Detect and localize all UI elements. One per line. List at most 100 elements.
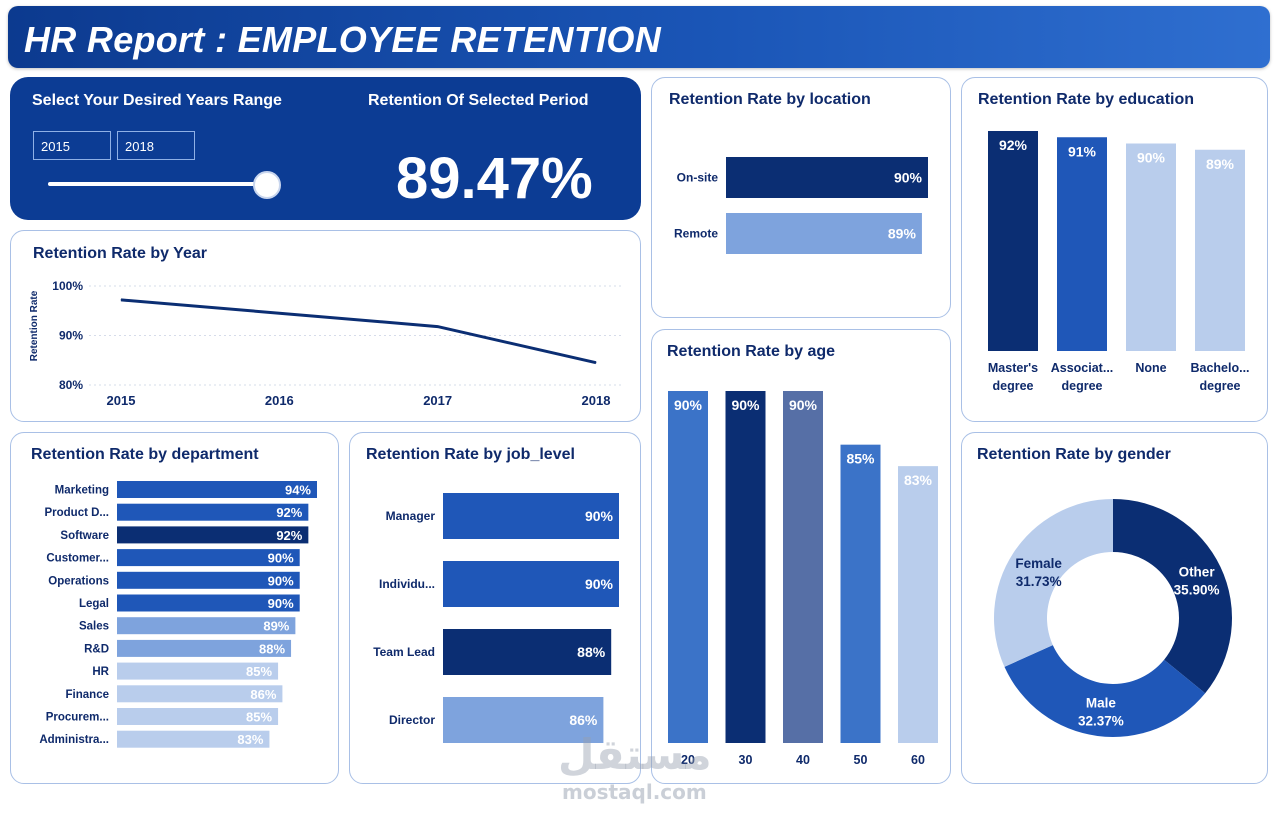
report-header: HR Report : EMPLOYEE RETENTION	[8, 6, 1270, 68]
years-range-slider[interactable]	[48, 182, 270, 186]
age-value-label: 90%	[731, 397, 760, 413]
job-level-bar	[443, 629, 612, 675]
job-level-value-label: 90%	[585, 508, 614, 524]
department-bar	[117, 662, 279, 680]
education-value-label: 90%	[1137, 150, 1166, 166]
slider-handle[interactable]	[253, 171, 281, 199]
card-location: Retention Rate by location On-site 90% Rem…	[651, 77, 951, 318]
year-ytick: 90%	[59, 329, 83, 343]
education-bar	[1126, 143, 1176, 351]
department-bar	[117, 571, 300, 589]
age-value-label: 90%	[674, 397, 703, 413]
gender-chart-title: Retention Rate by gender	[977, 446, 1171, 463]
gender-value-label: 31.73%	[1016, 574, 1062, 589]
age-bar	[840, 444, 881, 743]
year-xtick: 2015	[107, 393, 136, 408]
department-bar	[117, 639, 292, 657]
department-value-label: 86%	[250, 687, 276, 702]
department-bar	[117, 594, 300, 612]
card-education: Retention Rate by education 92% Master's d…	[961, 77, 1268, 422]
department-category-label: Software	[60, 530, 109, 542]
age-value-label: 83%	[904, 472, 933, 488]
department-bar	[117, 481, 317, 498]
gender-category-label: Other	[1179, 564, 1216, 579]
location-bar	[726, 213, 922, 254]
department-category-label: Legal	[79, 598, 109, 610]
department-value-label: 85%	[246, 664, 272, 679]
job-level-bar	[443, 493, 619, 539]
kpi-value: 89.47%	[396, 146, 593, 211]
age-category-label: 50	[854, 753, 868, 767]
department-value-label: 90%	[268, 596, 294, 611]
watermark-logo: مستقل	[558, 730, 712, 779]
year-xtick: 2017	[423, 393, 452, 408]
year-chart-title: Retention Rate by Year	[33, 245, 207, 262]
location-bar-chart: On-site 90% Remote 89%	[674, 157, 928, 254]
education-category-label: degree	[1200, 379, 1241, 393]
year-ytick: 80%	[59, 378, 83, 392]
card-age: Retention Rate by age 90% 20 90% 30 90% 40 85%…	[651, 329, 951, 784]
age-bar	[898, 466, 938, 743]
gender-value-label: 32.37%	[1078, 714, 1124, 729]
job-level-category-label: Manager	[386, 509, 436, 523]
education-category-label: degree	[993, 379, 1034, 393]
department-value-label: 88%	[259, 641, 285, 656]
gender-category-label: Male	[1086, 696, 1117, 711]
department-category-label: Operations	[48, 575, 109, 587]
kpi-label: Retention Of Selected Period	[368, 92, 589, 109]
job-level-bar	[443, 561, 619, 607]
department-category-label: R&D	[84, 643, 109, 655]
period-selector-panel: Select Your Desired Years Range 2015 201…	[10, 77, 641, 220]
location-category-label: Remote	[674, 227, 718, 241]
age-chart-title: Retention Rate by age	[667, 343, 836, 360]
department-category-label: HR	[92, 666, 109, 678]
education-bar-chart: 92% Master's degree 91% Associat... degree 90%…	[988, 131, 1250, 393]
education-bar	[1195, 149, 1245, 351]
department-value-label: 90%	[268, 551, 294, 566]
gender-slice	[1004, 645, 1206, 737]
age-value-label: 90%	[789, 397, 818, 413]
job-level-value-label: 90%	[585, 576, 614, 592]
gender-slice	[994, 499, 1113, 667]
year-point	[278, 312, 280, 314]
education-value-label: 91%	[1068, 143, 1097, 159]
education-value-label: 89%	[1206, 156, 1235, 172]
card-job-level: Retention Rate by job_level Manager 90% In…	[349, 432, 641, 784]
location-value-label: 90%	[894, 170, 923, 186]
job-level-bar-chart: Manager 90% Individu... 90% Team Lead 88% Dire…	[373, 493, 619, 743]
department-value-label: 90%	[268, 573, 294, 588]
department-chart-title: Retention Rate by department	[31, 446, 259, 463]
department-value-label: 89%	[263, 619, 289, 634]
education-category-label: Bachelo...	[1190, 361, 1249, 375]
year-ytick: 100%	[52, 279, 83, 293]
education-bar	[988, 131, 1038, 351]
gender-value-label: 35.90%	[1174, 582, 1220, 597]
location-bar	[726, 157, 928, 198]
department-value-label: 92%	[276, 528, 302, 543]
year-line-chart: 100% 90% 80% Retention Rate 2015 2016 2017 2018	[29, 279, 621, 408]
education-bar	[1057, 137, 1107, 351]
age-bar	[725, 391, 766, 743]
age-bar-chart: 90% 20 90% 30 90% 40 85% 50 83% 60	[668, 391, 938, 767]
end-year-input[interactable]: 2018	[117, 131, 195, 160]
job-level-category-label: Individu...	[379, 577, 435, 591]
job-level-category-label: Team Lead	[373, 645, 435, 659]
year-xtick: 2018	[582, 393, 611, 408]
department-category-label: Marketing	[55, 485, 109, 497]
age-category-label: 20	[681, 753, 695, 767]
report-title: HR Report : EMPLOYEE RETENTION	[24, 19, 662, 60]
education-category-label: None	[1135, 361, 1166, 375]
education-value-label: 92%	[999, 137, 1028, 153]
education-category-label: Associat...	[1051, 361, 1114, 375]
year-point	[437, 326, 439, 328]
gender-donut-chart: Other 35.90% Male 32.37% Female 31.73%	[994, 499, 1232, 737]
gender-slice	[1113, 499, 1232, 694]
department-category-label: Customer...	[46, 553, 109, 565]
location-chart-title: Retention Rate by location	[669, 91, 871, 108]
department-category-label: Product D...	[44, 507, 109, 519]
department-category-label: Finance	[66, 689, 109, 701]
job-level-bar	[443, 697, 604, 743]
education-chart-title: Retention Rate by education	[978, 91, 1195, 108]
department-category-label: Procurem...	[46, 712, 109, 724]
start-year-input[interactable]: 2015	[33, 131, 111, 160]
